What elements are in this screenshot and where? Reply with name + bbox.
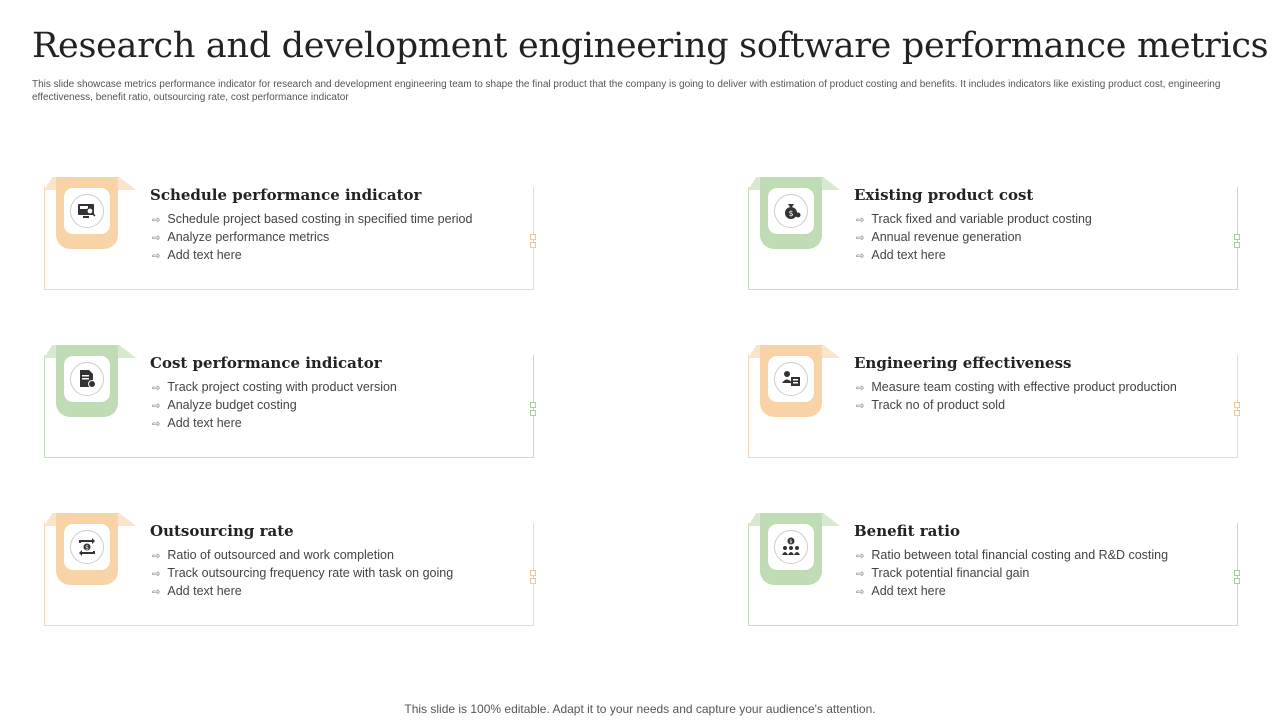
- card-list: ⇨ Ratio of outsourced and work completion…: [152, 547, 453, 601]
- arrow-icon: ⇨: [152, 401, 161, 412]
- list-item: ⇨ Track potential financial gain: [856, 566, 1030, 580]
- list-item: ⇨ Measure team costing with effective pro…: [856, 380, 1177, 394]
- monitor-search-icon: [70, 194, 104, 228]
- arrow-icon: ⇨: [856, 551, 865, 562]
- arrow-icon: ⇨: [856, 569, 865, 580]
- benefit-group-icon: $: [774, 530, 808, 564]
- card-list: ⇨ Track fixed and variable product costin…: [856, 211, 1092, 265]
- arrow-icon: ⇨: [856, 233, 865, 244]
- card-benefit-ratio: $ Benefit ratio ⇨ Ratio between total fin…: [748, 513, 1240, 629]
- page-title: Research and development engineering sof…: [32, 26, 1269, 66]
- arrow-icon: ⇨: [152, 569, 161, 580]
- list-item: ⇨ Add text here: [152, 248, 242, 262]
- list-item: ⇨ Add text here: [856, 248, 946, 262]
- svg-text:$: $: [85, 545, 89, 552]
- icon-box: $: [760, 513, 822, 585]
- arrow-icon: ⇨: [152, 215, 161, 226]
- connector-dots: [530, 402, 536, 416]
- arrow-icon: ⇨: [856, 587, 865, 598]
- footer-note: This slide is 100% editable. Adapt it to…: [404, 702, 876, 716]
- svg-text:$: $: [789, 539, 792, 545]
- list-item: ⇨ Analyze budget costing: [152, 398, 297, 412]
- arrow-icon: ⇨: [152, 233, 161, 244]
- arrow-icon: ⇨: [152, 551, 161, 562]
- icon-box: [56, 345, 118, 417]
- icon-box: [760, 345, 822, 417]
- page-subtitle: This slide showcase metrics performance …: [32, 79, 1221, 103]
- list-item: ⇨ Ratio between total financial costing a…: [856, 548, 1169, 562]
- list-item: ⇨ Add text here: [152, 416, 242, 430]
- team-production-icon: [774, 362, 808, 396]
- list-item: ⇨ Track fixed and variable product costin…: [856, 212, 1092, 226]
- card-list: ⇨ Track project costing with product vers…: [152, 379, 397, 433]
- list-item: ⇨ Track outsourcing frequency rate with t…: [152, 566, 454, 580]
- card-cost-performance: Cost performance indicator ⇨ Track projec…: [44, 345, 536, 461]
- icon-box: $: [56, 513, 118, 585]
- card-heading: Outsourcing rate: [150, 522, 294, 540]
- card-heading: Schedule performance indicator: [150, 186, 422, 204]
- list-item: ⇨ Schedule project based costing in speci…: [152, 212, 473, 226]
- card-outsourcing-rate: $ Outsourcing rate ⇨ Ratio of outsourced …: [44, 513, 536, 629]
- arrow-icon: ⇨: [856, 215, 865, 226]
- list-item: ⇨ Ratio of outsourced and work completion: [152, 548, 394, 562]
- connector-dots: [530, 570, 536, 584]
- list-item: ⇨ Analyze performance metrics: [152, 230, 330, 244]
- connector-dots: [1234, 234, 1240, 248]
- card-heading: Cost performance indicator: [150, 354, 382, 372]
- list-item: ⇨ Add text here: [856, 584, 946, 598]
- money-bag-icon: $: [774, 194, 808, 228]
- card-heading: Existing product cost: [854, 186, 1034, 204]
- card-list: ⇨ Measure team costing with effective pro…: [856, 379, 1177, 415]
- card-heading: Engineering effectiveness: [854, 354, 1072, 372]
- list-item: ⇨ Annual revenue generation: [856, 230, 1022, 244]
- arrow-icon: ⇨: [152, 587, 161, 598]
- list-item: ⇨ Add text here: [152, 584, 242, 598]
- connector-dots: [1234, 402, 1240, 416]
- card-list: ⇨ Ratio between total financial costing a…: [856, 547, 1168, 601]
- icon-box: $: [760, 177, 822, 249]
- icon-box: [56, 177, 118, 249]
- card-schedule-performance: Schedule performance indicator ⇨ Schedule…: [44, 177, 536, 293]
- arrow-icon: ⇨: [856, 251, 865, 262]
- document-cost-icon: [70, 362, 104, 396]
- arrow-icon: ⇨: [152, 419, 161, 430]
- connector-dots: [530, 234, 536, 248]
- connector-dots: [1234, 570, 1240, 584]
- svg-text:$: $: [788, 209, 793, 218]
- card-engineering-effectiveness: Engineering effectiveness ⇨ Measure team …: [748, 345, 1240, 461]
- arrow-icon: ⇨: [856, 383, 865, 394]
- arrow-icon: ⇨: [856, 401, 865, 412]
- arrow-icon: ⇨: [152, 251, 161, 262]
- arrow-icon: ⇨: [152, 383, 161, 394]
- card-existing-product-cost: $ Existing product cost ⇨ Track fixed and…: [748, 177, 1240, 293]
- list-item: ⇨ Track no of product sold: [856, 398, 1006, 412]
- card-list: ⇨ Schedule project based costing in speci…: [152, 211, 472, 265]
- card-heading: Benefit ratio: [854, 522, 960, 540]
- currency-exchange-icon: $: [70, 530, 104, 564]
- list-item: ⇨ Track project costing with product vers…: [152, 380, 397, 394]
